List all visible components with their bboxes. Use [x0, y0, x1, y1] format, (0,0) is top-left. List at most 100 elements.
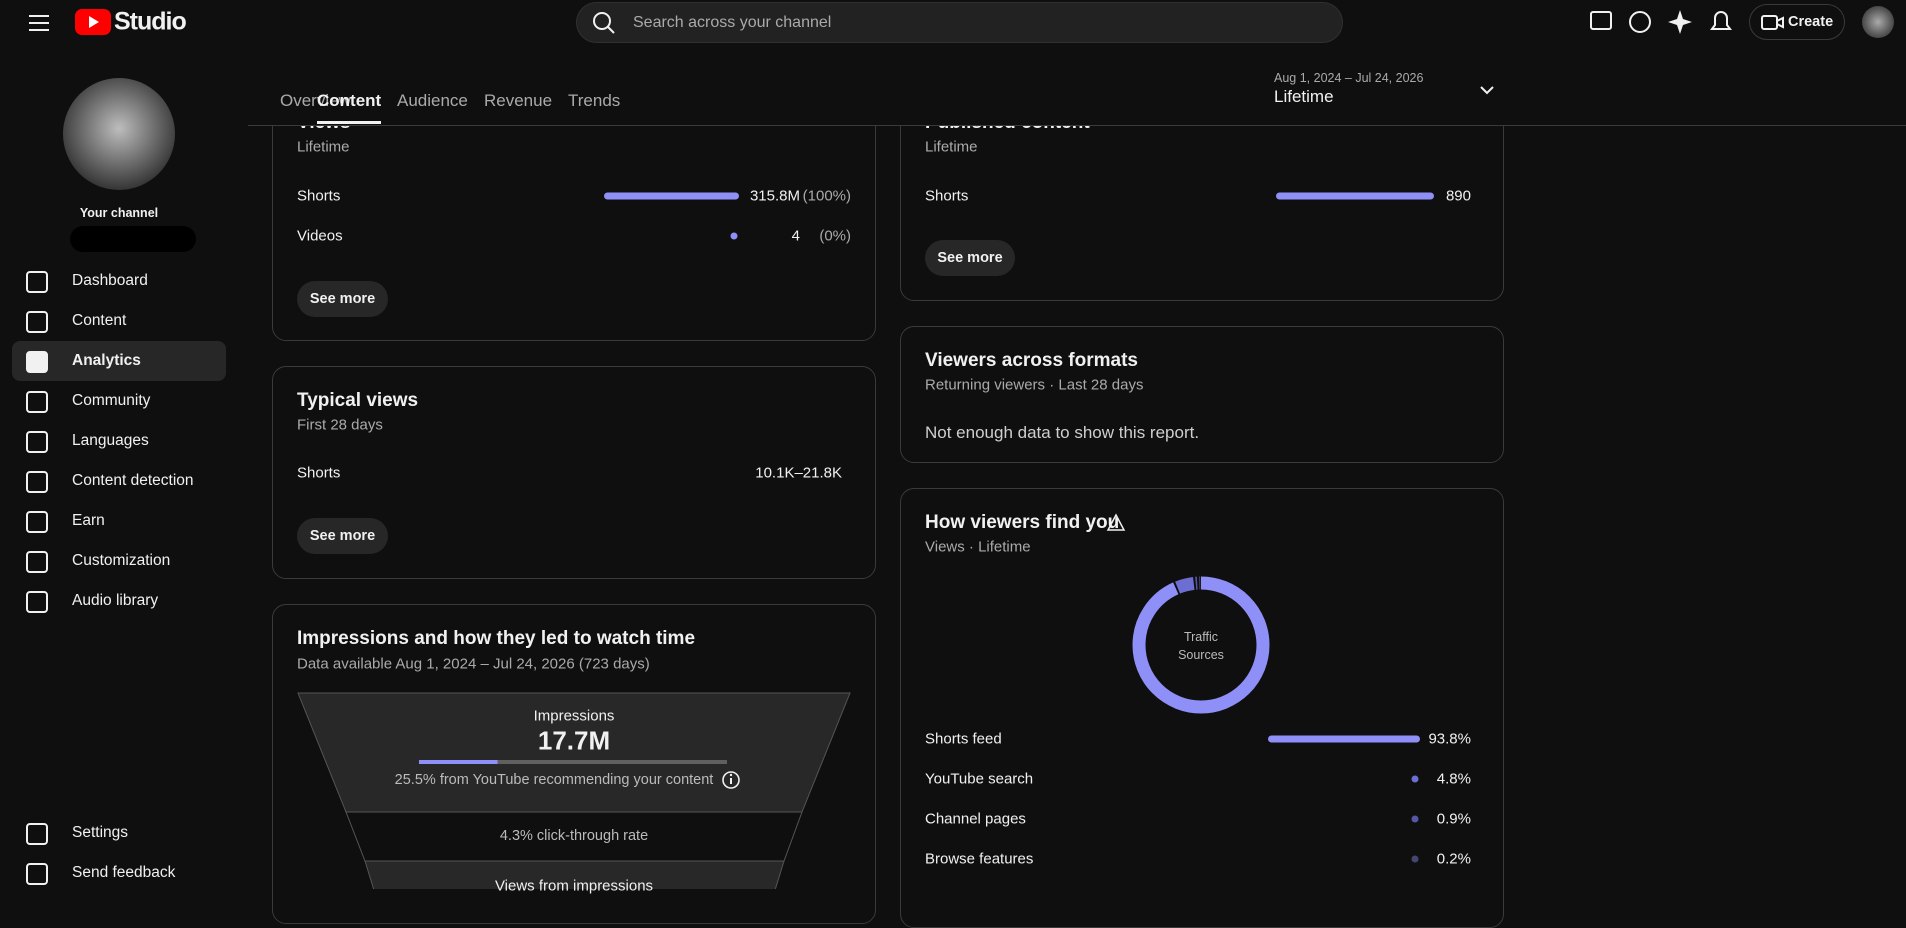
bar	[1276, 192, 1434, 200]
funnel-graphic	[297, 192, 1434, 889]
menu-icon[interactable]	[27, 13, 51, 33]
info-icon-dot	[729, 773, 733, 777]
row-label: Channel pages	[925, 810, 1026, 828]
see-more-button[interactable]: See more	[925, 240, 1015, 276]
nav-icon	[26, 823, 48, 845]
bar	[604, 192, 739, 200]
card-subtitle: Lifetime	[297, 138, 350, 156]
bar-dot	[1411, 815, 1419, 823]
nav-icon	[26, 471, 48, 493]
progress-fill	[419, 760, 498, 764]
see-more-button[interactable]: See more	[297, 281, 388, 317]
row-label: Browse features	[925, 850, 1034, 868]
card-subtitle: Returning viewers · Last 28 days	[925, 376, 1144, 394]
row-value: 0.2%	[1436, 850, 1471, 868]
channel-avatar[interactable]	[63, 78, 175, 190]
row-label: YouTube search	[925, 770, 1034, 788]
tab-underline	[317, 121, 381, 124]
row-value: 890	[1445, 187, 1471, 205]
search-placeholder: Search across your channel	[633, 14, 832, 31]
see-more-button[interactable]: See more	[297, 518, 388, 554]
tab[interactable]: Revenue	[484, 91, 553, 110]
nav-item[interactable]: Earn	[72, 512, 105, 529]
tab-header: Overview Content Audience Revenue Trends Aug…	[248, 53, 1906, 126]
feedback-icon[interactable]	[1590, 11, 1612, 30]
row-share: (0%)	[819, 227, 851, 245]
date-label[interactable]: Lifetime	[1274, 87, 1334, 106]
typical-card	[272, 366, 876, 579]
row-value: 93.8%	[1428, 730, 1471, 748]
nav-item[interactable]: Send feedback	[72, 864, 176, 881]
tab[interactable]: Trends	[568, 91, 621, 110]
bar-dot	[730, 232, 738, 240]
bell-icon[interactable]	[1710, 11, 1732, 30]
nav-item[interactable]: Community	[72, 392, 151, 409]
sidebar: Your channel Dashboard Content Analytics Co…	[0, 53, 248, 889]
search-box[interactable]: Search across your channel	[576, 2, 1343, 43]
channel-label: Your channel	[79, 206, 159, 220]
nav-icon	[26, 351, 48, 373]
tab[interactable]: Overview	[280, 91, 351, 110]
nav-icon	[26, 431, 48, 453]
nav-item[interactable]: Audio library	[72, 592, 159, 609]
tab[interactable]: Content	[317, 91, 382, 110]
logo-text[interactable]: Studio	[114, 7, 187, 36]
info-icon-bar	[730, 778, 732, 784]
create-icon	[1761, 15, 1784, 30]
formats-card	[900, 326, 1504, 463]
info-icon[interactable]	[722, 771, 740, 789]
search-icon	[593, 12, 615, 34]
funnel-next: Views from impressions	[494, 877, 654, 895]
card-title: Viewers across formats	[925, 350, 1138, 371]
nav-icon	[26, 391, 48, 413]
sparkle-icon[interactable]	[1668, 10, 1692, 34]
nav-icon	[26, 511, 48, 533]
nav-item[interactable]: Settings	[72, 824, 129, 841]
bar-dot	[1411, 775, 1419, 783]
tab[interactable]: Audience	[397, 91, 468, 110]
header-icons	[1590, 10, 1732, 34]
bar-dot	[1411, 855, 1419, 863]
funnel-value: 17.7M	[537, 725, 611, 756]
nav-item[interactable]: Analytics	[72, 352, 141, 369]
funnel-ctr: 4.3% click-through rate	[499, 828, 649, 844]
card-title: How viewers find you	[925, 512, 1120, 533]
row-share: (100%)	[802, 187, 851, 205]
nav-item[interactable]: Content	[72, 312, 127, 329]
date-range: Aug 1, 2024 – Jul 24, 2026	[1274, 71, 1424, 85]
funnel-stage	[364, 860, 785, 889]
funnel-label: Impressions	[533, 707, 615, 725]
row-label: Videos	[297, 227, 343, 245]
donut-chart	[1132, 576, 1270, 714]
account-avatar[interactable]	[1862, 6, 1894, 38]
nav-item[interactable]: Content detection	[72, 472, 194, 489]
row-value: 0.9%	[1436, 810, 1471, 828]
top-bar: Studio Search across your channel Create	[0, 0, 1906, 53]
card-subtitle: Data available Aug 1, 2024 – Jul 24, 202…	[297, 655, 650, 673]
nav-icon	[26, 863, 48, 885]
logo-icon[interactable]	[75, 9, 111, 35]
nav-icon	[26, 311, 48, 333]
donut-label: Sources	[1178, 648, 1224, 662]
nav-icon	[26, 591, 48, 613]
row-value: 4.8%	[1436, 770, 1471, 788]
nav-item[interactable]: Languages	[72, 432, 149, 449]
card-subtitle: Lifetime	[925, 138, 978, 156]
dropdown-chevron[interactable]	[1477, 80, 1497, 100]
bar	[1268, 735, 1420, 743]
help-icon[interactable]	[1629, 11, 1651, 33]
create-button[interactable]: Create	[1749, 4, 1845, 40]
row-label: Shorts	[297, 464, 341, 482]
card-subtitle: First 28 days	[297, 416, 383, 434]
donut-segment	[1132, 576, 1270, 714]
nav-item[interactable]: Customization	[72, 552, 171, 569]
card-title: Typical views	[297, 390, 419, 411]
bar-marks	[419, 192, 1434, 863]
card-title: Impressions and how they led to watch ti…	[297, 628, 696, 649]
row-label: Shorts	[925, 187, 969, 205]
row-value: 315.8M	[749, 187, 800, 205]
funnel-note: 25.5% from YouTube recommending your con…	[394, 772, 714, 788]
nav-item[interactable]: Dashboard	[72, 272, 148, 289]
